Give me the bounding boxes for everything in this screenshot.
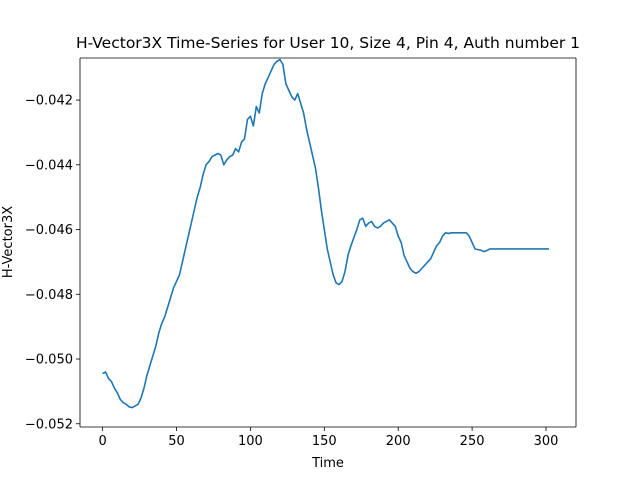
y-ticks: −0.052 −0.050 −0.048 −0.046 −0.044 −0.042 bbox=[25, 94, 80, 432]
y-tick-label: −0.046 bbox=[25, 223, 73, 238]
axes bbox=[79, 57, 577, 428]
chart-title: H-Vector3X Time-Series for User 10, Size… bbox=[76, 34, 580, 52]
y-axis-label: H-Vector3X bbox=[1, 206, 16, 278]
x-tick-label: 200 bbox=[386, 434, 411, 449]
y-tick-label: −0.050 bbox=[25, 353, 73, 368]
plot-area bbox=[80, 58, 576, 427]
data-marks bbox=[102, 58, 549, 409]
y-tick-label: −0.044 bbox=[25, 158, 73, 173]
x-tick-label: 50 bbox=[168, 434, 185, 449]
x-tick-label: 150 bbox=[312, 434, 337, 449]
y-tick-label: −0.048 bbox=[25, 288, 73, 303]
y-tick-label: −0.042 bbox=[25, 94, 73, 109]
x-axis-label: Time bbox=[311, 456, 344, 471]
y-tick-label: −0.052 bbox=[25, 417, 73, 432]
x-tick-label: 100 bbox=[238, 434, 263, 449]
x-tick-label: 300 bbox=[534, 434, 559, 449]
series-line-0 bbox=[102, 58, 549, 409]
x-ticks: 0 50 100 150 200 250 300 bbox=[98, 427, 558, 449]
x-tick-label: 0 bbox=[98, 434, 106, 449]
x-tick-label: 250 bbox=[460, 434, 485, 449]
